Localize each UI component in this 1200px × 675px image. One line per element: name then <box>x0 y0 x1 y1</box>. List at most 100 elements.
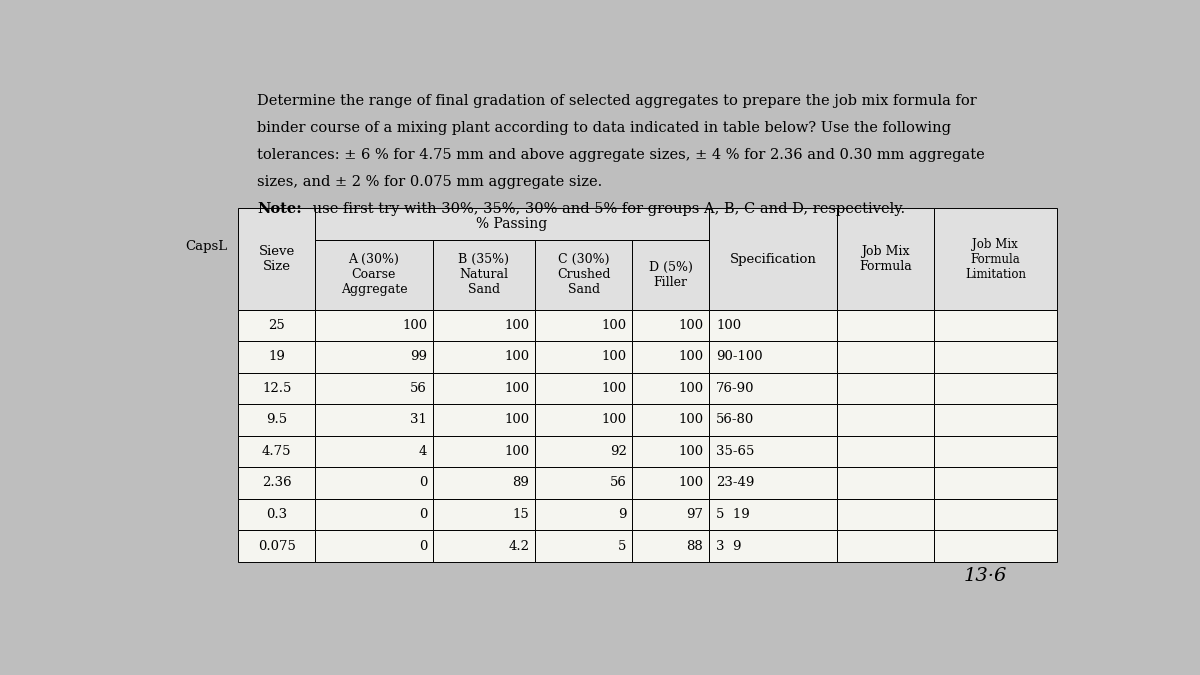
Bar <box>433 240 535 310</box>
Text: 100: 100 <box>601 319 626 332</box>
Bar <box>316 240 433 310</box>
Bar <box>709 373 836 404</box>
Bar <box>709 531 836 562</box>
Bar <box>535 467 632 499</box>
Bar <box>535 373 632 404</box>
Text: % Passing: % Passing <box>476 217 547 231</box>
Bar <box>433 531 535 562</box>
Bar <box>934 531 1057 562</box>
Text: 23-49: 23-49 <box>716 477 755 489</box>
Text: 56: 56 <box>610 477 626 489</box>
Bar <box>316 341 433 373</box>
Text: 76-90: 76-90 <box>716 382 755 395</box>
Bar <box>934 499 1057 531</box>
Bar <box>316 467 433 499</box>
Text: 0: 0 <box>419 477 427 489</box>
Text: 56-80: 56-80 <box>716 414 755 427</box>
Text: 2.36: 2.36 <box>262 477 292 489</box>
Text: 89: 89 <box>512 477 529 489</box>
Bar <box>836 531 934 562</box>
Text: 100: 100 <box>504 445 529 458</box>
Text: 0: 0 <box>419 508 427 521</box>
Text: CapsL: CapsL <box>185 240 228 252</box>
Bar <box>709 499 836 531</box>
Text: 100: 100 <box>402 319 427 332</box>
Bar <box>535 499 632 531</box>
Bar <box>316 436 433 467</box>
Bar <box>316 499 433 531</box>
Bar <box>239 310 316 341</box>
Bar <box>836 467 934 499</box>
Bar <box>632 467 709 499</box>
Bar <box>632 404 709 436</box>
Bar <box>934 467 1057 499</box>
Text: 100: 100 <box>504 319 529 332</box>
Text: sizes, and ± 2 % for 0.075 mm aggregate size.: sizes, and ± 2 % for 0.075 mm aggregate … <box>257 175 602 189</box>
Bar <box>535 531 632 562</box>
Bar <box>316 531 433 562</box>
Bar <box>632 341 709 373</box>
Bar <box>239 499 316 531</box>
Bar <box>535 310 632 341</box>
Bar <box>709 436 836 467</box>
Bar <box>535 404 632 436</box>
Text: 15: 15 <box>512 508 529 521</box>
Text: C (30%)
Crushed
Sand: C (30%) Crushed Sand <box>557 253 611 296</box>
Bar <box>934 209 1057 310</box>
Text: 100: 100 <box>678 414 703 427</box>
Text: 3  9: 3 9 <box>716 539 742 553</box>
Text: 4.2: 4.2 <box>509 539 529 553</box>
Bar <box>632 310 709 341</box>
Text: Note:: Note: <box>257 202 301 216</box>
Text: 35-65: 35-65 <box>716 445 755 458</box>
Bar <box>239 531 316 562</box>
Bar <box>535 341 632 373</box>
Text: 4.75: 4.75 <box>262 445 292 458</box>
Text: 0.3: 0.3 <box>266 508 287 521</box>
Bar <box>632 531 709 562</box>
Text: Job Mix
Formula
Limitation: Job Mix Formula Limitation <box>965 238 1026 281</box>
Text: 9.5: 9.5 <box>266 414 287 427</box>
Text: D (5%)
Filler: D (5%) Filler <box>649 261 692 289</box>
Text: 100: 100 <box>504 414 529 427</box>
Text: Job Mix
Formula: Job Mix Formula <box>859 245 912 273</box>
Text: 100: 100 <box>678 382 703 395</box>
Bar <box>934 373 1057 404</box>
Text: 92: 92 <box>610 445 626 458</box>
Text: binder course of a mixing plant according to data indicated in table below? Use : binder course of a mixing plant accordin… <box>257 121 950 135</box>
Text: Sieve
Size: Sieve Size <box>258 245 295 273</box>
Bar <box>709 310 836 341</box>
Text: A (30%)
Coarse
Aggregate: A (30%) Coarse Aggregate <box>341 253 407 296</box>
Bar <box>433 499 535 531</box>
Text: 5  19: 5 19 <box>716 508 750 521</box>
Bar <box>433 373 535 404</box>
Text: B (35%)
Natural
Sand: B (35%) Natural Sand <box>458 253 509 296</box>
Bar <box>709 404 836 436</box>
Bar <box>316 209 709 240</box>
Text: 100: 100 <box>678 477 703 489</box>
Text: 13·6: 13·6 <box>964 567 1007 585</box>
Bar <box>836 499 934 531</box>
Text: 88: 88 <box>686 539 703 553</box>
Text: 31: 31 <box>410 414 427 427</box>
Bar <box>316 310 433 341</box>
Bar <box>433 467 535 499</box>
Bar <box>836 209 934 310</box>
Bar <box>709 341 836 373</box>
Bar <box>934 436 1057 467</box>
Text: 56: 56 <box>410 382 427 395</box>
Bar <box>709 467 836 499</box>
Bar <box>632 240 709 310</box>
Bar <box>836 310 934 341</box>
Text: 9: 9 <box>618 508 626 521</box>
Bar <box>433 404 535 436</box>
Text: 100: 100 <box>716 319 742 332</box>
Text: 25: 25 <box>269 319 286 332</box>
Bar <box>934 310 1057 341</box>
Bar <box>836 404 934 436</box>
Bar <box>535 240 632 310</box>
Text: 100: 100 <box>601 382 626 395</box>
Bar <box>316 373 433 404</box>
Bar <box>632 499 709 531</box>
Bar <box>433 341 535 373</box>
